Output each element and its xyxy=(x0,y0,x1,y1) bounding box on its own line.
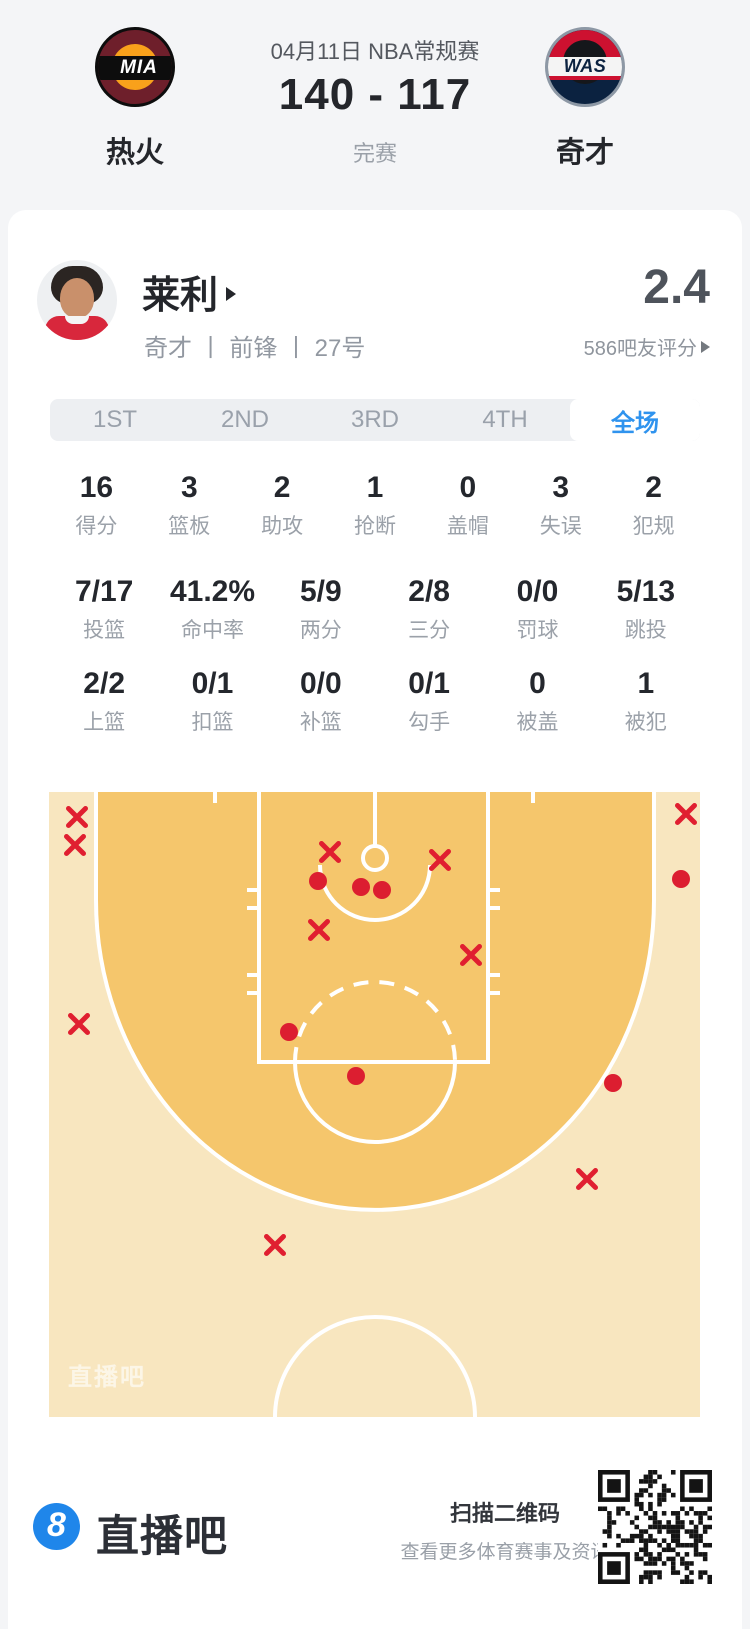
restricted-area-arc xyxy=(318,864,432,922)
qr-code xyxy=(598,1470,712,1584)
court-three-point-zone xyxy=(96,792,654,1210)
shot-chart: 直播吧 xyxy=(49,792,700,1417)
stat-2pt: 5/9 两分 xyxy=(299,575,342,643)
stat-blocked: 0 被盖 xyxy=(516,667,559,735)
player-name-row[interactable]: 莱利 xyxy=(142,264,237,319)
tab-1st[interactable]: 1ST xyxy=(92,406,137,433)
tab-3rd[interactable]: 3RD xyxy=(350,406,399,433)
qr-scan-title: 扫描二维码 xyxy=(449,1501,560,1526)
missed-shot-marker xyxy=(68,1013,90,1035)
stat-blocks: 0 盖帽 xyxy=(446,471,489,539)
missed-shot-marker xyxy=(66,806,88,828)
match-status: 完赛 xyxy=(352,141,397,166)
tab-full-game[interactable]: 全场 xyxy=(570,399,700,441)
wizards-logo-abbr: WAS xyxy=(563,55,607,76)
stat-3pt: 2/8 三分 xyxy=(408,575,451,643)
made-shot-marker xyxy=(672,870,690,888)
stat-points: 16 得分 xyxy=(75,471,118,539)
heat-team-logo: MIA xyxy=(95,27,175,107)
player-rating-note[interactable]: 586吧友评分 xyxy=(584,332,710,361)
zhibo8-logo: 8 xyxy=(33,1503,80,1550)
stat-fg: 7/17 投篮 xyxy=(74,575,134,643)
stat-steals: 1 抢断 xyxy=(354,471,396,539)
player-name: 莱利 xyxy=(142,275,219,317)
player-meta: 奇才 丨 前锋 丨 27号 xyxy=(144,335,366,362)
center-circle xyxy=(273,1315,477,1417)
stat-layup: 2/2 上篮 xyxy=(83,667,126,735)
match-date-label: 04月11日 NBA常规赛 xyxy=(270,39,480,64)
lane-lines xyxy=(257,792,490,1064)
footer-qr-text: 扫描二维码 查看更多体育赛事及资讯 xyxy=(395,1496,615,1564)
missed-shot-marker xyxy=(429,849,451,871)
made-shot-marker xyxy=(373,881,391,899)
home-team-name: 热火 xyxy=(105,137,164,169)
home-team[interactable]: MIA 热火 xyxy=(65,27,205,171)
stat-dunk: 0/1 扣篮 xyxy=(191,667,234,735)
rim-circle xyxy=(361,844,389,872)
player-expand-arrow-icon xyxy=(226,286,237,301)
avatar-face xyxy=(60,278,94,318)
free-throw-circle-lower xyxy=(293,1061,457,1144)
missed-shot-marker xyxy=(308,919,330,941)
stat-fouled: 1 被犯 xyxy=(624,667,667,735)
match-score: 140 - 117 xyxy=(278,70,472,119)
missed-shot-marker xyxy=(264,1234,286,1256)
stat-fg-pct: 41.2% 命中率 xyxy=(169,575,256,643)
made-shot-marker xyxy=(309,872,327,890)
wizards-logo-stripe xyxy=(548,75,622,81)
missed-shot-marker xyxy=(576,1168,598,1190)
player-avatar[interactable] xyxy=(37,260,117,340)
player-rating: 2.4 xyxy=(643,261,710,314)
made-shot-marker xyxy=(352,878,370,896)
stat-ft: 0/0 罚球 xyxy=(516,575,559,643)
made-shot-marker xyxy=(347,1067,365,1085)
zhibo8-logo-glyph: 8 xyxy=(47,1506,66,1544)
heat-logo-band: MIA xyxy=(98,56,172,80)
missed-shot-marker xyxy=(319,841,341,863)
avatar-collar xyxy=(65,316,89,324)
stats-row-shooting: 7/17 投篮 41.2% 命中率 5/9 两分 2/8 三分 0/0 罚球 5/13 跳投 xyxy=(50,576,700,644)
three-point-line xyxy=(94,792,656,1212)
shot-marks xyxy=(64,803,697,1256)
wizards-team-logo: WAS xyxy=(545,27,625,107)
tab-2nd[interactable]: 2ND xyxy=(220,406,269,433)
stat-jumpshot: 5/13 跳投 xyxy=(616,575,675,643)
footer-brand-name: 直播吧 xyxy=(96,1513,228,1561)
away-team[interactable]: WAS 奇才 xyxy=(515,27,655,171)
free-throw-circle-upper-dashed xyxy=(293,980,457,1063)
made-shot-marker xyxy=(280,1023,298,1041)
quarter-tabs: 1ST 2ND 3RD 4TH 全场 xyxy=(50,399,700,441)
court-watermark: 直播吧 xyxy=(68,1364,146,1391)
lane-hash-marks xyxy=(213,792,535,995)
made-shot-marker xyxy=(604,1074,622,1092)
stats-row-basic: 16 得分 3 篮板 2 助攻 1 抢断 0 盖帽 3 失误 2 犯规 xyxy=(50,472,700,540)
away-team-name: 奇才 xyxy=(555,137,614,169)
stat-hook: 0/1 勾手 xyxy=(408,667,451,735)
heat-logo-abbr: MIA xyxy=(120,57,158,78)
missed-shot-marker xyxy=(64,834,86,856)
stat-fouls: 2 犯规 xyxy=(632,471,675,539)
stats-row-shot-types: 2/2 上篮 0/1 扣篮 0/0 补篮 0/1 勾手 0 被盖 1 被犯 xyxy=(50,668,700,736)
stat-turnovers: 3 失误 xyxy=(539,471,582,539)
stat-rebounds: 3 篮板 xyxy=(168,471,211,539)
missed-shot-marker xyxy=(460,944,482,966)
stat-tip-in: 0/0 补篮 xyxy=(299,667,342,735)
tab-4th[interactable]: 4TH xyxy=(482,406,528,433)
qr-scan-subtitle: 查看更多体育赛事及资讯 xyxy=(400,1542,610,1563)
rating-note-text: 586吧友评分 xyxy=(583,338,697,360)
stat-assists: 2 助攻 xyxy=(261,471,304,539)
missed-shot-marker xyxy=(675,803,697,825)
wizards-logo-band: WAS xyxy=(548,55,622,76)
rating-arrow-icon xyxy=(701,340,710,353)
